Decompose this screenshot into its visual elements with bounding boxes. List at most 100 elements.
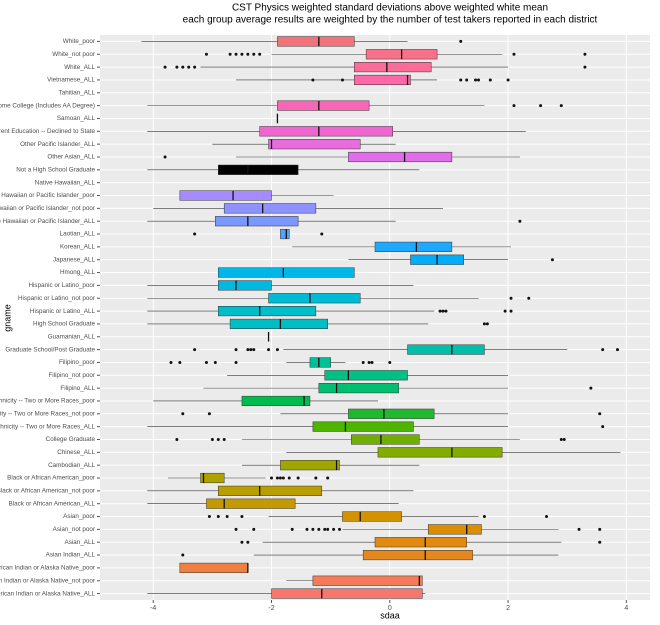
outlier [367, 360, 371, 364]
outlier [441, 309, 445, 313]
outlier [252, 527, 256, 531]
outlier [518, 219, 522, 223]
box [427, 524, 482, 535]
box [229, 318, 328, 329]
y-tick-label: White_not poor [52, 51, 95, 58]
outlier [589, 386, 593, 390]
box [351, 434, 420, 445]
box [377, 447, 503, 458]
outlier [267, 348, 271, 352]
outlier [178, 360, 182, 364]
outlier [181, 412, 185, 416]
box [241, 395, 311, 407]
box [218, 306, 317, 317]
y-tick-label: American Indian or Alaska Native_poor [0, 565, 95, 572]
y-tick-label: Black or African American_ALL [9, 500, 96, 507]
y-tick-label: Filipino_not poor [48, 372, 95, 379]
outlier [512, 104, 516, 108]
outlier [275, 348, 279, 352]
outlier [311, 527, 315, 531]
outlier [598, 540, 602, 544]
box [348, 151, 453, 163]
box [179, 562, 249, 573]
y-tick-label: Black or African American_poor [7, 475, 95, 482]
outlier [459, 39, 463, 43]
x-tick-label: -4 [150, 605, 156, 612]
outlier [598, 527, 602, 531]
outlier [338, 527, 342, 531]
outlier [550, 258, 554, 262]
box [268, 139, 361, 150]
outlier [474, 78, 478, 82]
outlier [465, 78, 469, 82]
outlier [287, 476, 291, 480]
outlier [332, 527, 336, 531]
outlier [438, 309, 442, 313]
y-tick-label: Chinese_ALL [57, 449, 95, 456]
box [218, 485, 323, 496]
outlier [583, 52, 587, 56]
outlier [234, 360, 238, 364]
box [354, 62, 432, 73]
box [259, 126, 393, 137]
y-tick-label: Asian Indian_ALL [46, 552, 96, 559]
y-tick-label: Cambodian_ALL [48, 462, 95, 469]
box [268, 293, 361, 304]
y-tick-label: Not a High School Graduate [16, 167, 95, 174]
outlier [506, 78, 510, 82]
y-tick-label: American Indian or Alaska Native_not poo… [0, 577, 95, 584]
y-tick-label: Parent Education -- Declined to State [0, 128, 95, 135]
box [215, 216, 299, 227]
y-tick-label: Filipino_poor [59, 359, 95, 366]
outlier [482, 515, 486, 519]
y-tick-label: Native Hawaiian or Pacific Islander_poor [0, 192, 95, 199]
outlier [234, 527, 238, 531]
outlier [326, 476, 330, 480]
outlier [545, 515, 549, 519]
outlier [246, 540, 250, 544]
y-tick-label: Ethnicity -- Two or More Races_ALL [0, 423, 95, 430]
outlier [562, 437, 566, 441]
y-tick-label: Native Hawaiian or Pacific Islander_not … [0, 205, 95, 212]
chart-title: CST Physics weighted standard deviations… [232, 3, 548, 14]
y-tick-label: Native Hawaiian_ALL [35, 179, 96, 186]
y-tick-label: Hispanic or Latino_ALL [30, 308, 96, 315]
box [312, 421, 414, 432]
outlier [222, 437, 226, 441]
outlier [163, 65, 167, 69]
outlier [228, 52, 232, 56]
x-tick-label: 2 [506, 605, 510, 612]
box [271, 588, 423, 599]
outlier [444, 309, 448, 313]
y-tick-label: Native Hawaiian or Pacific Islander_ALL [0, 218, 95, 225]
outlier [278, 476, 282, 480]
y-tick-label: Graduate School/Post Graduate [5, 346, 95, 353]
outlier [187, 65, 191, 69]
y-tick-label: Vietnamese_ALL [47, 77, 95, 84]
box [218, 280, 272, 291]
outlier [240, 52, 244, 56]
outlier [314, 476, 318, 480]
outlier [252, 52, 256, 56]
x-tick-label: -2 [268, 605, 274, 612]
box [179, 190, 272, 201]
outlier [577, 527, 581, 531]
y-tick-label: American Indian or Alaska Native_ALL [0, 590, 95, 597]
box [348, 408, 435, 419]
y-tick-label: Guamanian_ALL [48, 333, 96, 340]
box [218, 267, 355, 278]
outlier [323, 527, 327, 531]
x-tick-label: 0 [388, 605, 392, 612]
y-tick-label: Japanese_ALL [53, 256, 96, 263]
outlier [204, 360, 208, 364]
outlier [601, 348, 605, 352]
y-tick-label: Ethnicity -- Two or More Races_poor [0, 398, 95, 405]
y-tick-label: Asian_poor [63, 513, 95, 520]
outlier [193, 232, 197, 236]
outlier [213, 360, 217, 364]
x-tick-label: 4 [624, 605, 628, 612]
outlier [193, 65, 197, 69]
outlier [281, 476, 285, 480]
outlier [216, 437, 220, 441]
